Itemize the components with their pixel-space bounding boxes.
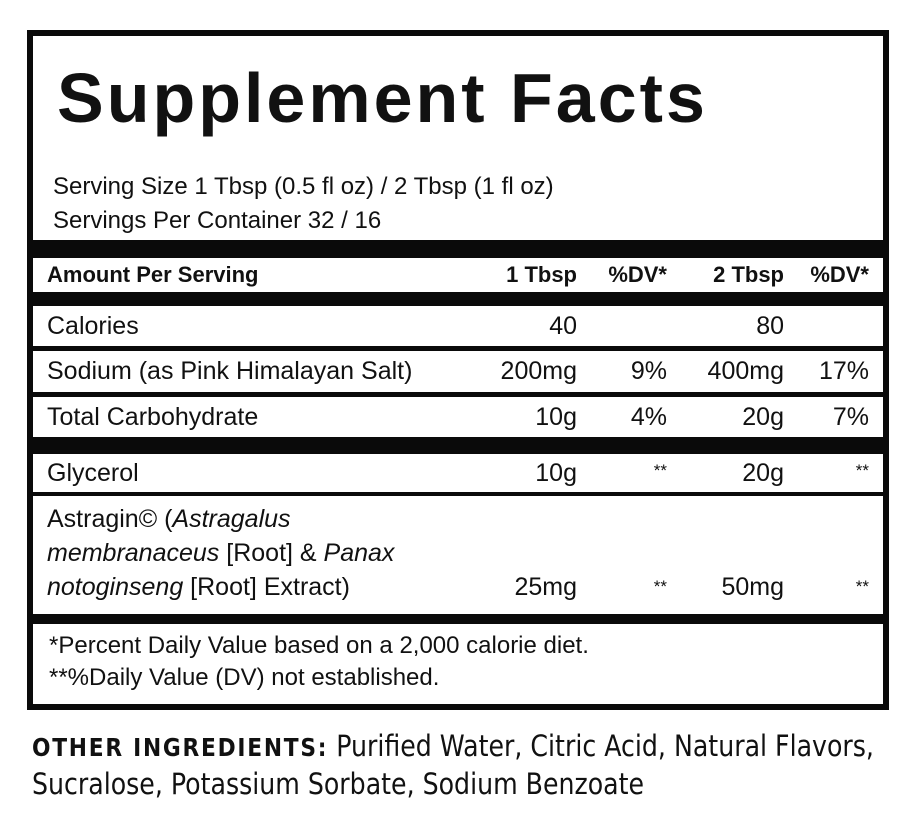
footnote-dv: *Percent Daily Value based on a 2,000 ca… <box>49 632 589 659</box>
value-1tbsp: 10g <box>535 403 577 431</box>
header-dv1: %DV* <box>608 262 667 287</box>
row-label: Glycerol <box>47 459 139 487</box>
dv-1tbsp: 4% <box>630 403 667 431</box>
label-part: Panax <box>323 539 395 567</box>
supplement-facts-panel: Supplement Facts Serving Size 1 Tbsp (0.… <box>27 30 889 710</box>
table-row: Calories 40 80 <box>33 306 883 346</box>
value-1tbsp: 40 <box>549 312 577 340</box>
serving-size: Serving Size 1 Tbsp (0.5 fl oz) / 2 Tbsp… <box>53 173 554 200</box>
label-part: [Root] Extract) <box>183 573 350 601</box>
dv-2tbsp: ** <box>855 461 869 480</box>
dv-1tbsp: 9% <box>630 357 667 385</box>
footnote-not-established: **%Daily Value (DV) not established. <box>49 664 440 691</box>
row-label: Astragin© (Astragalus <box>47 502 291 536</box>
header-row: Amount Per Serving 1 Tbsp %DV* 2 Tbsp %D… <box>33 258 883 292</box>
table-row: Astragin© (Astragalus membranaceus [Root… <box>33 496 883 614</box>
other-ingredients: OTHER INGREDIENTS: Purified Water, Citri… <box>32 728 893 803</box>
value-1tbsp: 25mg <box>514 573 577 601</box>
label-part: Astragalus <box>172 505 291 533</box>
value-1tbsp: 10g <box>535 459 577 487</box>
other-ingredients-text: Purified Water, Citric Acid, Natural Fla… <box>32 729 874 801</box>
row-label: Total Carbohydrate <box>47 403 259 431</box>
header-dv2: %DV* <box>810 262 869 287</box>
dv-1tbsp: ** <box>653 577 667 596</box>
label-part: membranaceus <box>47 539 220 567</box>
panel-title: Supplement Facts <box>57 59 708 137</box>
label-part: [Root] & <box>219 539 324 567</box>
title-section: Supplement Facts Serving Size 1 Tbsp (0.… <box>33 36 883 240</box>
table-row: Total Carbohydrate 10g 4% 20g 7% <box>33 397 883 437</box>
row-label-line2: membranaceus [Root] & Panax <box>47 536 394 570</box>
row-label-line3: notoginseng [Root] Extract) <box>47 570 350 604</box>
value-2tbsp: 400mg <box>707 357 784 385</box>
value-2tbsp: 20g <box>742 459 784 487</box>
servings-per-container: Servings Per Container 32 / 16 <box>53 207 382 234</box>
value-1tbsp: 200mg <box>500 357 577 385</box>
dv-1tbsp: ** <box>653 461 667 480</box>
dv-2tbsp: 7% <box>832 403 869 431</box>
other-ingredients-label: OTHER INGREDIENTS: <box>32 733 329 762</box>
row-label: Calories <box>47 312 139 340</box>
dv-2tbsp: 17% <box>818 357 869 385</box>
label-part: Astragin© ( <box>47 505 173 533</box>
label-part: notoginseng <box>47 573 184 601</box>
header-2tbsp: 2 Tbsp <box>713 262 784 287</box>
header-label: Amount Per Serving <box>47 262 259 287</box>
value-2tbsp: 50mg <box>721 573 784 601</box>
header-1tbsp: 1 Tbsp <box>506 262 577 287</box>
value-2tbsp: 80 <box>756 312 784 340</box>
dv-2tbsp: ** <box>855 577 869 596</box>
value-2tbsp: 20g <box>742 403 784 431</box>
footnotes: *Percent Daily Value based on a 2,000 ca… <box>33 624 883 704</box>
table-row: Glycerol 10g ** 20g ** <box>33 454 883 492</box>
row-label: Sodium (as Pink Himalayan Salt) <box>47 357 413 385</box>
table-row: Sodium (as Pink Himalayan Salt) 200mg 9%… <box>33 351 883 392</box>
